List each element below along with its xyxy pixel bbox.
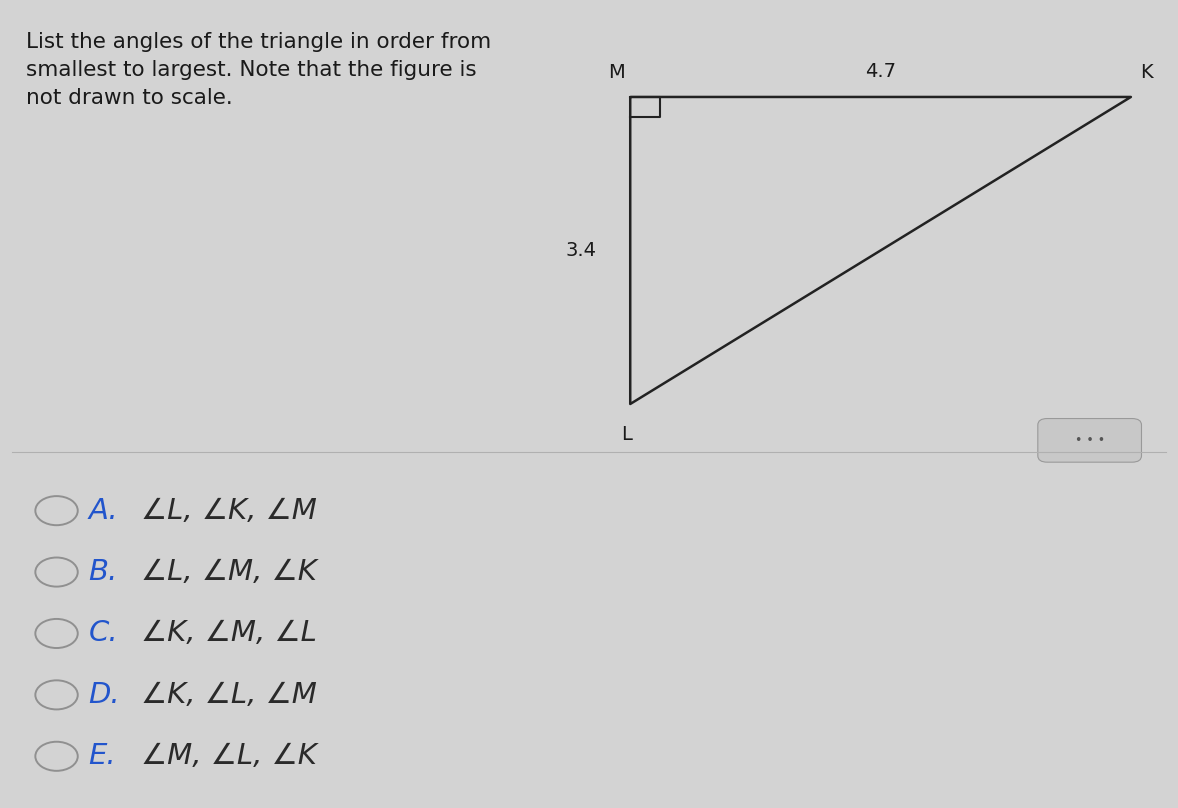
Text: ∠M, ∠L, ∠K: ∠M, ∠L, ∠K: [141, 743, 317, 770]
Text: D.: D.: [88, 681, 120, 709]
Text: B.: B.: [88, 558, 118, 586]
Text: 3.4: 3.4: [565, 241, 596, 260]
Text: 4.7: 4.7: [865, 61, 896, 81]
Text: L: L: [621, 425, 633, 444]
Text: E.: E.: [88, 743, 115, 770]
Text: M: M: [608, 63, 624, 82]
Text: ∠L, ∠K, ∠M: ∠L, ∠K, ∠M: [141, 497, 317, 524]
Text: K: K: [1140, 63, 1152, 82]
Text: A.: A.: [88, 497, 118, 524]
Text: ∠L, ∠M, ∠K: ∠L, ∠M, ∠K: [141, 558, 317, 586]
Text: • • •: • • •: [1074, 434, 1105, 447]
Text: ∠K, ∠M, ∠L: ∠K, ∠M, ∠L: [141, 620, 317, 647]
Text: List the angles of the triangle in order from
smallest to largest. Note that the: List the angles of the triangle in order…: [26, 32, 491, 108]
Text: ∠K, ∠L, ∠M: ∠K, ∠L, ∠M: [141, 681, 317, 709]
FancyBboxPatch shape: [1038, 419, 1141, 462]
Text: C.: C.: [88, 620, 118, 647]
